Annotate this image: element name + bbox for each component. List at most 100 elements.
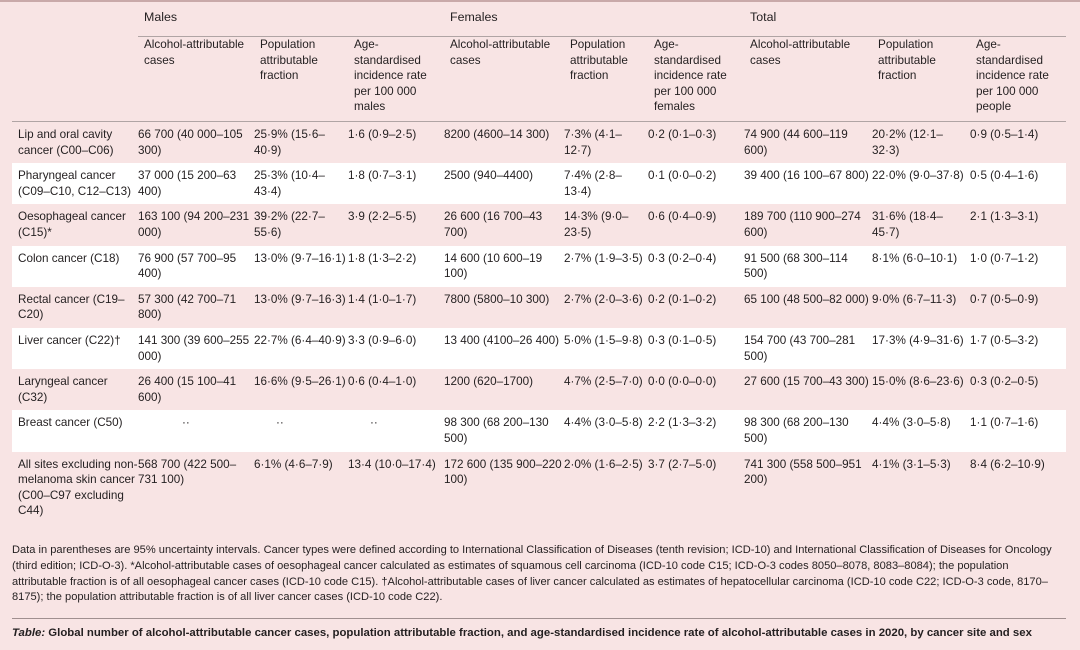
value-cell: 27 600 (15 700–43 300): [744, 375, 869, 389]
table-footnote: Data in parentheses are 95% uncertainty …: [12, 544, 1052, 604]
value-cell: 141 300 (39 600–255 000): [138, 327, 254, 370]
value-cell: 13·4 (10·0–17·4): [348, 457, 436, 471]
value-cell: 0·3 (0·2–0·5): [970, 375, 1039, 389]
value-cell: 2·7% (1·9–3·5): [564, 245, 649, 287]
value-cell: 1·4 (1·0–1·7): [348, 292, 417, 306]
value-cell: 163 100 (94 200–231 000): [138, 210, 250, 239]
cancer-data-table: Males Females Total Alcohol-attributable…: [12, 10, 1067, 524]
value-cell: 0·7 (0·5–0·9): [970, 292, 1039, 306]
table-row: Pharyngeal cancer (C09–C10, C12–C13) 37 0…: [12, 163, 1067, 205]
table-row: Laryngeal cancer (C32) 26 400 (15 100–41 …: [12, 369, 1066, 410]
value-cell: 1·7 (0·5–3·2): [970, 327, 1067, 370]
table-caption: Table: Global number of alcohol-attribut…: [12, 626, 1066, 640]
column-header-row: Alcohol-attributable cases Population at…: [12, 36, 1067, 122]
value-cell: 0·3 (0·2–0·4): [648, 245, 745, 287]
value-cell: 0·9 (0·5–1·4): [970, 128, 1039, 141]
group-header-males: Males: [138, 10, 445, 37]
value-cell: ··: [348, 410, 445, 452]
value-cell: ··: [138, 410, 254, 452]
value-cell: 0·2 (0·1–0·2): [648, 292, 717, 306]
column-header: Population attributable fraction: [564, 36, 649, 122]
value-cell: 3·7 (2·7–5·0): [648, 457, 717, 471]
value-cell: 0·6 (0·4–0·9): [648, 210, 717, 224]
table-row: All sites excluding non-melanoma skin ca…: [12, 452, 1066, 524]
table-body: Lip and oral cavity cancer (C00–C06) 66 7…: [12, 122, 1067, 524]
value-cell: 22·7% (6·4–40·9): [254, 327, 348, 370]
value-cell: 7·4% (2·8–13·4): [564, 163, 649, 205]
value-cell: 1·1 (0·7–1·6): [970, 410, 1067, 452]
value-cell: 0·3 (0·1–0·5): [648, 327, 745, 370]
value-cell: 8·1% (6·0–10·1): [872, 245, 971, 287]
value-cell: 9·0% (6·7–11·3): [872, 292, 957, 306]
value-cell: 57 300 (42 700–71 800): [138, 292, 237, 322]
group-header-row: Males Females Total: [12, 10, 1067, 37]
value-cell: 22·0% (9·0–37·8): [872, 163, 971, 205]
value-cell: 6·1% (4·6–7·9): [254, 457, 333, 471]
top-border: [0, 0, 1080, 2]
caption-divider: [12, 618, 1066, 619]
cancer-site-cell: Oesophageal cancer (C15)*: [18, 210, 126, 239]
column-header: Age-standardised incidence rate per 100 …: [970, 36, 1067, 122]
value-cell: 7800 (5800–10 300): [444, 292, 550, 306]
cancer-site-cell: Lip and oral cavity cancer (C00–C06): [18, 128, 114, 157]
value-cell: 3·9 (2·2–5·5): [348, 210, 417, 224]
value-cell: 13·0% (9·7–16·3): [254, 292, 346, 306]
value-cell: 8200 (4600–14 300): [444, 128, 550, 141]
value-cell: 0·0 (0·0–0·0): [648, 375, 717, 389]
value-cell: 14·3% (9·0–23·5): [564, 210, 629, 239]
value-cell: 4·7% (2·5–7·0): [564, 375, 643, 389]
value-cell: 66 700 (40 000–105 300): [138, 128, 243, 157]
value-cell: 26 600 (16 700–43 700): [444, 210, 543, 239]
value-cell: 14 600 (10 600–19 100): [444, 245, 565, 287]
value-cell: 5·0% (1·5–9·8): [564, 327, 649, 370]
value-cell: 20·2% (12·1–32·3): [872, 128, 943, 157]
value-cell: 74 900 (44 600–119 600): [744, 128, 848, 157]
table-row: Breast cancer (C50) ·· ·· ·· 98 300 (68 200–…: [12, 410, 1067, 452]
cancer-site-cell: Pharyngeal cancer (C09–C10, C12–C13): [12, 163, 138, 205]
value-cell: 39 400 (16 100–67 800): [744, 163, 873, 205]
value-cell: 4·1% (3·1–5·3): [872, 457, 951, 471]
table-row: Colon cancer (C18) 76 900 (57 700–95 400)…: [12, 245, 1067, 287]
value-cell: 39·2% (22·7–55·6): [254, 210, 325, 239]
value-cell: 65 100 (48 500–82 000): [744, 292, 869, 306]
cancer-site-cell: Breast cancer (C50): [12, 410, 138, 452]
value-cell: 2·0% (1·6–2·5): [564, 457, 643, 471]
value-cell: 7·3% (4·1–12·7): [564, 128, 622, 157]
value-cell: 25·3% (10·4–43·4): [254, 163, 348, 205]
value-cell: 98 300 (68 200–130 500): [444, 410, 565, 452]
value-cell: 4·4% (3·0–5·8): [872, 410, 971, 452]
value-cell: 2·7% (2·0–3·6): [564, 292, 643, 306]
cancer-site-cell: Colon cancer (C18): [12, 245, 138, 287]
value-cell: ··: [254, 410, 348, 452]
caption-label: Table:: [12, 627, 46, 639]
column-header: Age-standardised incidence rate per 100 …: [648, 36, 745, 122]
value-cell: 189 700 (110 900–274 600): [744, 210, 861, 239]
column-header: Alcohol-attributable cases: [138, 36, 254, 122]
value-cell: 1200 (620–1700): [444, 375, 534, 389]
value-cell: 154 700 (43 700–281 500): [744, 327, 873, 370]
column-header: Alcohol-attributable cases: [744, 36, 873, 122]
value-cell: 1·8 (1·3–2·2): [348, 245, 445, 287]
group-header-blank: [12, 10, 138, 37]
caption-text: Global number of alcohol-attributable ca…: [45, 627, 1032, 639]
value-cell: 0·6 (0·4–1·0): [348, 375, 417, 389]
cancer-site-cell: Rectal cancer (C19–C20): [18, 292, 125, 322]
column-header: Alcohol-attributable cases: [444, 36, 565, 122]
value-cell: 2500 (940–4400): [444, 163, 565, 205]
value-cell: 2·2 (1·3–3·2): [648, 410, 745, 452]
value-cell: 2·1 (1·3–3·1): [970, 210, 1039, 224]
value-cell: 13 400 (4100–26 400): [444, 327, 565, 370]
table-row: Oesophageal cancer (C15)* 163 100 (94 200…: [12, 204, 1066, 245]
group-header-females: Females: [444, 10, 745, 37]
value-cell: 98 300 (68 200–130 500): [744, 410, 873, 452]
value-cell: 25·9% (15·6–40·9): [254, 128, 325, 157]
value-cell: 13·0% (9·7–16·1): [254, 245, 348, 287]
value-cell: 15·0% (8·6–23·6): [872, 375, 964, 389]
value-cell: 17·3% (4·9–31·6): [872, 327, 971, 370]
value-cell: 76 900 (57 700–95 400): [138, 245, 254, 287]
cancer-site-cell: Laryngeal cancer (C32): [18, 375, 108, 404]
cancer-site-cell: Liver cancer (C22)†: [12, 327, 138, 370]
table-row: Liver cancer (C22)† 141 300 (39 600–255 0…: [12, 327, 1067, 370]
value-cell: 8·4 (6·2–10·9): [970, 457, 1045, 471]
